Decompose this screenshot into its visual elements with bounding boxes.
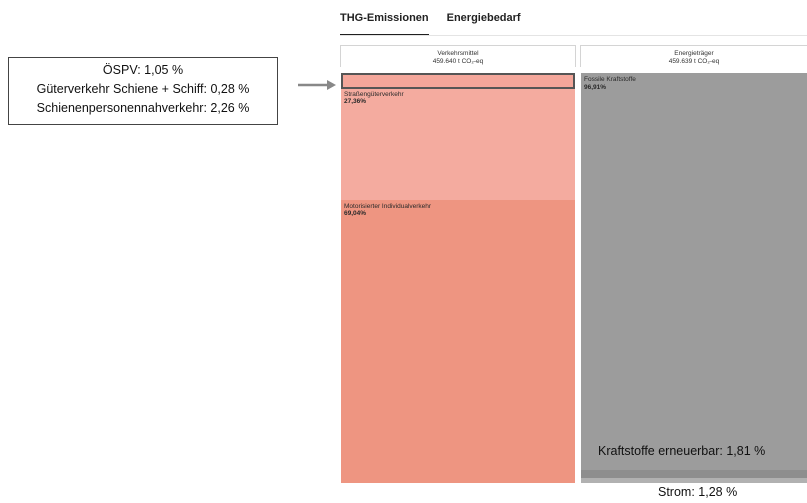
verkehrsmittel-column: Straßengüterverkehr 27,36% Motorisierter… <box>341 73 575 483</box>
segment-label: Fossile Kraftstoffe 96,91% <box>584 76 636 91</box>
energietraeger-column: Fossile Kraftstoffe 96,91% <box>581 73 807 483</box>
tabs-divider <box>340 35 807 36</box>
highlight-box <box>341 73 575 89</box>
annotation-kraftstoffe-erneuerbar: Kraftstoffe erneuerbar: 1,81 % <box>598 444 766 458</box>
callout-line-oespv: ÖSPV: 1,05 % <box>102 63 184 77</box>
callout-line-gueterverkehr: Güterverkehr Schiene + Schiff: 0,28 % <box>36 82 250 96</box>
annotation-strom: Strom: 1,28 % <box>658 485 738 499</box>
segment-name: Fossile Kraftstoffe <box>584 76 636 83</box>
segment-percent: 96,91% <box>584 83 607 91</box>
tab-energiebedarf[interactable]: Energiebedarf <box>446 12 521 24</box>
segment-strassengueterverkehr[interactable]: Straßengüterverkehr 27,36% <box>341 87 575 200</box>
energietraeger-title: Energieträger <box>674 50 714 57</box>
segment-motorisierter-individualverkehr[interactable]: Motorisierter Individualverkehr 69,04% <box>341 199 575 483</box>
segment-label: Straßengüterverkehr 27,36% <box>344 91 404 106</box>
segment-label: Motorisierter Individualverkehr 69,04% <box>344 203 431 218</box>
verkehrsmittel-title: Verkehrsmittel <box>437 50 479 57</box>
energietraeger-header: Energieträger 459.639 t CO₂-eq <box>580 45 807 67</box>
segment-kraftstoffe-erneuerbar[interactable] <box>581 470 807 478</box>
callout-line-schienenpersonennahverkehr: Schienenpersonennahverkehr: 2,26 % <box>36 101 250 115</box>
segment-name: Straßengüterverkehr <box>344 90 404 98</box>
segment-fossile-kraftstoffe[interactable]: Fossile Kraftstoffe 96,91% <box>581 73 807 471</box>
segment-strom[interactable] <box>581 477 807 483</box>
callout-box: ÖSPV: 1,05 % Güterverkehr Schiene + Schi… <box>8 57 278 125</box>
verkehrsmittel-header: Verkehrsmittel 459.640 t CO₂-eq <box>340 45 576 67</box>
segment-percent: 27,36% <box>344 98 367 106</box>
segment-sonstige-verkehrsmittel[interactable] <box>341 73 575 88</box>
segment-name: Motorisierter Individualverkehr <box>344 202 432 210</box>
energietraeger-total: 459.639 t CO₂-eq <box>668 58 720 65</box>
segment-percent: 69,04% <box>344 210 367 218</box>
tab-thg-emissionen[interactable]: THG-Emissionen <box>340 10 429 36</box>
verkehrsmittel-total: 459.640 t CO₂-eq <box>432 58 484 65</box>
arrow-right-icon <box>298 80 336 90</box>
tab-bar: THG-Emissionen Energiebedarf <box>340 10 521 36</box>
